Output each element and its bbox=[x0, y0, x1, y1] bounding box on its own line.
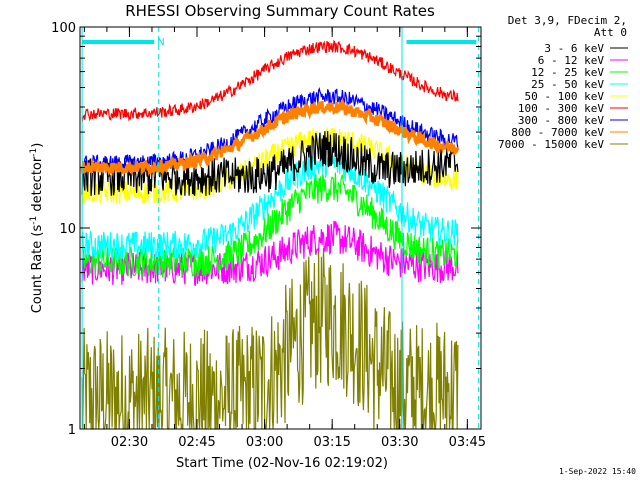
y-tick-label: 1 bbox=[68, 423, 76, 438]
flag-label: N bbox=[157, 37, 164, 48]
x-tick-label: 03:15 bbox=[313, 435, 350, 450]
series-line-9 bbox=[81, 247, 459, 430]
y-tick-label: 10 bbox=[59, 222, 76, 237]
x-tick-label: 02:45 bbox=[178, 435, 215, 450]
y-tick-label: 100 bbox=[51, 21, 76, 36]
legend-entry-label-5: 50 - 100 keV bbox=[525, 90, 605, 103]
flag-bar-1 bbox=[82, 40, 155, 44]
legend-entry-label-3: 12 - 25 keV bbox=[531, 66, 604, 79]
y-axis-label: Count Rate (s-1 detector-1) bbox=[29, 143, 45, 314]
series-line-1 bbox=[81, 131, 459, 196]
series-line-6 bbox=[81, 39, 459, 122]
series-line-3 bbox=[81, 172, 459, 278]
series-line-8 bbox=[80, 97, 460, 178]
axis-layer: 1 10 100 02:30 02:45 03:00 03:15 03:30 03:45 bbox=[51, 21, 486, 450]
series-line-4 bbox=[81, 149, 459, 260]
legend-entry-label-4: 25 - 50 keV bbox=[531, 78, 604, 91]
x-tick-label: 03:00 bbox=[246, 435, 283, 450]
flag-bar-2 bbox=[406, 40, 477, 44]
chart-title: RHESSI Observing Summary Count Rates bbox=[125, 2, 435, 20]
generated-timestamp: 1-Sep-2022 15:40 bbox=[559, 467, 636, 476]
legend-entry-label-8: 800 - 7000 keV bbox=[511, 126, 604, 139]
series-layer bbox=[80, 39, 460, 430]
legend-header-line-2: Att 0 bbox=[594, 26, 627, 39]
legend-entry-label-9: 7000 - 15000 keV bbox=[498, 138, 604, 151]
x-tick-label: 03:45 bbox=[449, 435, 486, 450]
x-tick-label: 02:30 bbox=[111, 435, 148, 450]
x-tick-label: 03:30 bbox=[381, 435, 418, 450]
legend-entry-label-6: 100 - 300 keV bbox=[518, 102, 604, 115]
legend-entry-label-7: 300 - 800 keV bbox=[518, 114, 604, 127]
legend-entry-label-2: 6 - 12 keV bbox=[538, 54, 605, 67]
legend-entry-label-1: 3 - 6 keV bbox=[544, 42, 604, 55]
legend-header-line-1: Det 3,9, FDecim 2, bbox=[508, 14, 627, 27]
x-axis-label: Start Time (02-Nov-16 02:19:02) bbox=[176, 456, 388, 471]
